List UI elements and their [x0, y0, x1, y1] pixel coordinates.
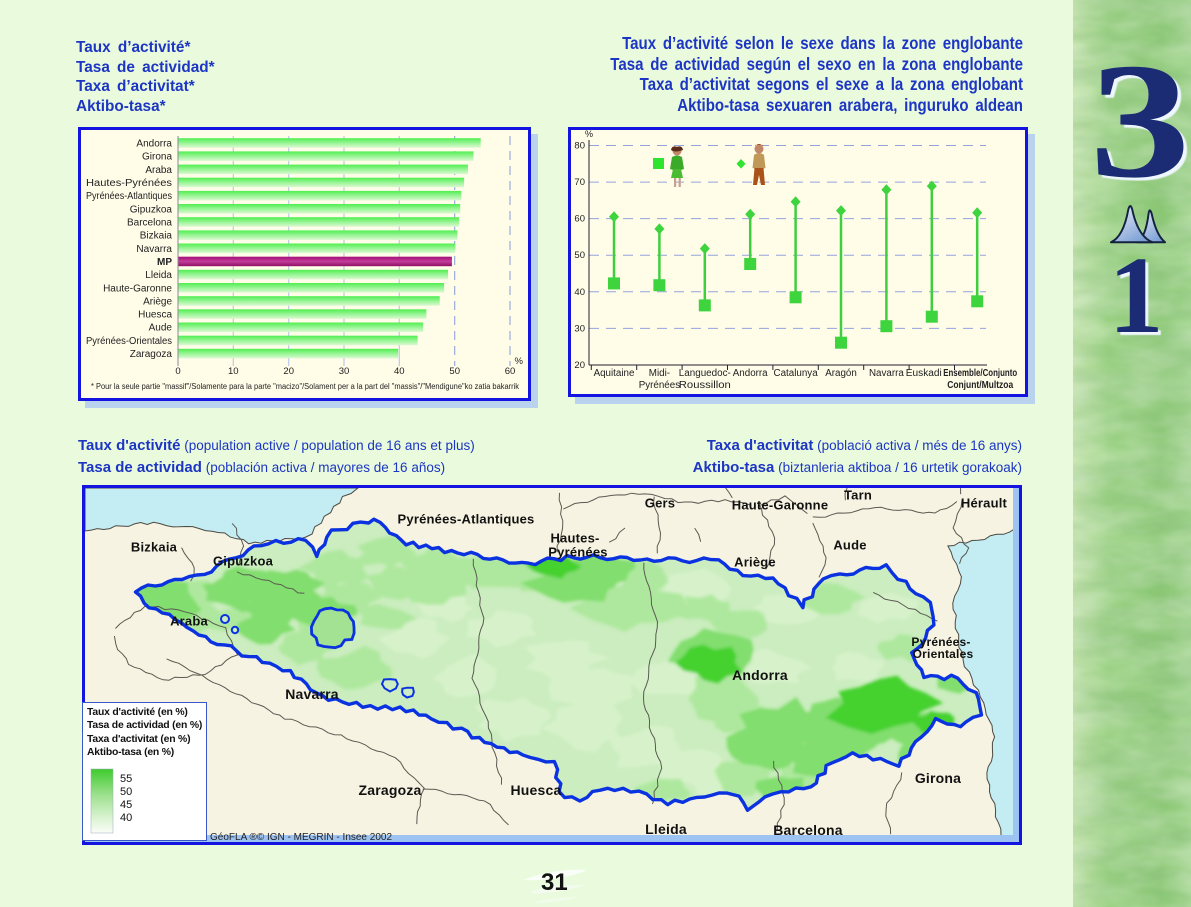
- svg-text:Barcelona: Barcelona: [127, 218, 172, 229]
- svg-text:50: 50: [449, 366, 460, 377]
- svg-text:Bizkaia: Bizkaia: [140, 231, 173, 242]
- svg-text:Midi-: Midi-: [649, 368, 670, 379]
- svg-text:Navarra: Navarra: [136, 244, 172, 255]
- svg-text:* Pour la seule partie "massif: * Pour la seule partie "massif"/Solament…: [91, 382, 520, 391]
- svg-text:Aude: Aude: [149, 323, 173, 334]
- svg-text:Huesca: Huesca: [138, 310, 172, 321]
- svg-text:Andorra: Andorra: [136, 139, 172, 150]
- svg-text:60: 60: [505, 366, 516, 377]
- svg-text:Pyrénées-Atlantiques: Pyrénées-Atlantiques: [86, 191, 172, 202]
- svg-text:45: 45: [120, 799, 132, 811]
- svg-text:Aquitaine: Aquitaine: [594, 368, 635, 379]
- svg-text:Conjunt/Multzoa: Conjunt/Multzoa: [947, 380, 1013, 391]
- svg-text:Pyrénées-Orientales: Pyrénées-Orientales: [86, 336, 172, 347]
- svg-text:Haute-Garonne: Haute-Garonne: [103, 283, 172, 294]
- svg-text:Catalunya: Catalunya: [774, 368, 819, 379]
- svg-text:Lleida: Lleida: [145, 270, 172, 281]
- svg-text:20: 20: [283, 366, 294, 377]
- svg-text:40: 40: [394, 366, 405, 377]
- svg-text:%: %: [515, 356, 524, 367]
- svg-text:Euskadi: Euskadi: [906, 368, 942, 379]
- svg-text:10: 10: [228, 366, 239, 377]
- svg-text:20: 20: [574, 360, 585, 371]
- svg-text:70: 70: [574, 177, 585, 188]
- svg-text:30: 30: [574, 323, 585, 334]
- svg-text:%: %: [585, 130, 593, 139]
- svg-text:Andorra: Andorra: [733, 368, 768, 379]
- svg-text:0: 0: [175, 366, 180, 377]
- svg-text:Languedoc-: Languedoc-: [679, 368, 731, 379]
- svg-text:Aragón: Aragón: [825, 368, 857, 379]
- svg-text:Roussillon: Roussillon: [679, 380, 731, 391]
- svg-text:Araba: Araba: [145, 165, 172, 176]
- svg-text:80: 80: [574, 141, 585, 152]
- svg-text:Ensemble/Conjunto: Ensemble/Conjunto: [943, 368, 1017, 379]
- svg-text:60: 60: [574, 214, 585, 225]
- svg-text:Zaragoza: Zaragoza: [130, 349, 173, 360]
- svg-text:Hautes-Pyrénées: Hautes-Pyrénées: [86, 178, 172, 189]
- svg-text:30: 30: [339, 366, 350, 377]
- svg-text:Gipuzkoa: Gipuzkoa: [130, 204, 173, 215]
- svg-text:Pyrénées: Pyrénées: [639, 380, 680, 391]
- svg-text:40: 40: [574, 287, 585, 298]
- svg-text:50: 50: [120, 786, 132, 798]
- svg-text:Navarra: Navarra: [869, 368, 904, 379]
- svg-text:50: 50: [574, 250, 585, 261]
- svg-text:40: 40: [120, 812, 132, 824]
- svg-text:Ariège: Ariège: [143, 296, 172, 307]
- svg-text:Girona: Girona: [142, 152, 172, 163]
- svg-text:55: 55: [120, 773, 132, 785]
- svg-text:MP: MP: [157, 257, 172, 268]
